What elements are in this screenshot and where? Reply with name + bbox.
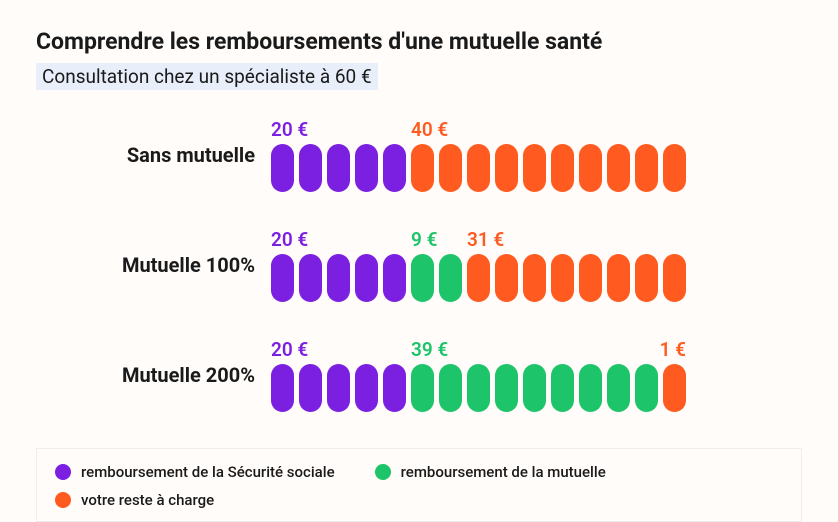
value-label: 39 €: [411, 338, 448, 361]
pill-reste: [495, 254, 518, 302]
legend-item: remboursement de la Sécurité sociale: [55, 463, 335, 481]
pill-securite: [271, 144, 294, 192]
row-bars: 20 € 40 €: [271, 118, 686, 192]
value-label: 20 €: [271, 118, 308, 141]
row-bars: 20 € 9 € 31 €: [271, 228, 686, 302]
legend-text: votre reste à charge: [81, 491, 214, 509]
row-label: Mutuelle 100%: [36, 253, 271, 277]
pill-securite: [383, 364, 406, 412]
value-label: 1 €: [660, 338, 686, 361]
pill-securite: [299, 364, 322, 412]
chart-row: Mutuelle 200%20 € 39 € 1 €: [36, 338, 802, 412]
pill-reste: [579, 254, 602, 302]
pill-reste: [411, 144, 434, 192]
pill-reste: [663, 364, 686, 412]
value-label: 20 €: [271, 228, 308, 251]
chart-title: Comprendre les remboursements d'une mutu…: [36, 28, 802, 55]
row-bars: 20 € 39 € 1 €: [271, 338, 686, 412]
legend-dot-mutuelle: [375, 464, 391, 480]
pill-mutuelle: [551, 364, 574, 412]
pill-reste: [607, 254, 630, 302]
pill-securite: [271, 254, 294, 302]
pill-reste: [523, 254, 546, 302]
pill-reste: [635, 254, 658, 302]
legend-dot-securite: [55, 464, 71, 480]
chart-row: Sans mutuelle20 € 40 €: [36, 118, 802, 192]
pill-securite: [355, 364, 378, 412]
pill-securite: [271, 364, 294, 412]
value-label: 31 €: [467, 228, 504, 251]
pill-securite: [383, 144, 406, 192]
pill-reste: [579, 144, 602, 192]
pill-reste: [495, 144, 518, 192]
pill-securite: [327, 364, 350, 412]
pill-reste: [523, 144, 546, 192]
chart-row: Mutuelle 100%20 € 9 € 31 €: [36, 228, 802, 302]
pill-mutuelle: [411, 364, 434, 412]
pill-mutuelle: [411, 254, 434, 302]
bar-track: [271, 254, 686, 302]
pill-reste: [663, 254, 686, 302]
legend-text: remboursement de la Sécurité sociale: [81, 463, 335, 481]
pill-mutuelle: [495, 364, 518, 412]
value-label: 20 €: [271, 338, 308, 361]
pill-reste: [467, 254, 490, 302]
value-label: 9 €: [411, 228, 437, 251]
pill-mutuelle: [523, 364, 546, 412]
pill-reste: [663, 144, 686, 192]
pill-securite: [383, 254, 406, 302]
pill-mutuelle: [439, 254, 462, 302]
pill-securite: [327, 144, 350, 192]
pill-mutuelle: [579, 364, 602, 412]
legend-dot-reste: [55, 492, 71, 508]
legend: remboursement de la Sécurité sociale remb…: [36, 448, 802, 522]
pill-securite: [299, 254, 322, 302]
bar-track: [271, 144, 686, 192]
rows-container: Sans mutuelle20 €40 €Mutuelle 100%20 €9 …: [36, 118, 802, 412]
pill-securite: [327, 254, 350, 302]
legend-item: votre reste à charge: [55, 491, 214, 509]
bar-track: [271, 364, 686, 412]
pill-securite: [355, 144, 378, 192]
pill-reste: [607, 144, 630, 192]
pill-reste: [551, 254, 574, 302]
pill-securite: [299, 144, 322, 192]
pill-securite: [355, 254, 378, 302]
row-label: Sans mutuelle: [36, 143, 271, 167]
pill-reste: [635, 144, 658, 192]
pill-mutuelle: [439, 364, 462, 412]
pill-mutuelle: [467, 364, 490, 412]
legend-text: remboursement de la mutuelle: [401, 463, 606, 481]
legend-item: remboursement de la mutuelle: [375, 463, 606, 481]
chart-subtitle: Consultation chez un spécialiste à 60 €: [36, 63, 378, 90]
pill-mutuelle: [635, 364, 658, 412]
value-label: 40 €: [411, 118, 448, 141]
pill-mutuelle: [607, 364, 630, 412]
pill-reste: [439, 144, 462, 192]
pill-reste: [551, 144, 574, 192]
pill-reste: [467, 144, 490, 192]
row-label: Mutuelle 200%: [36, 363, 271, 387]
